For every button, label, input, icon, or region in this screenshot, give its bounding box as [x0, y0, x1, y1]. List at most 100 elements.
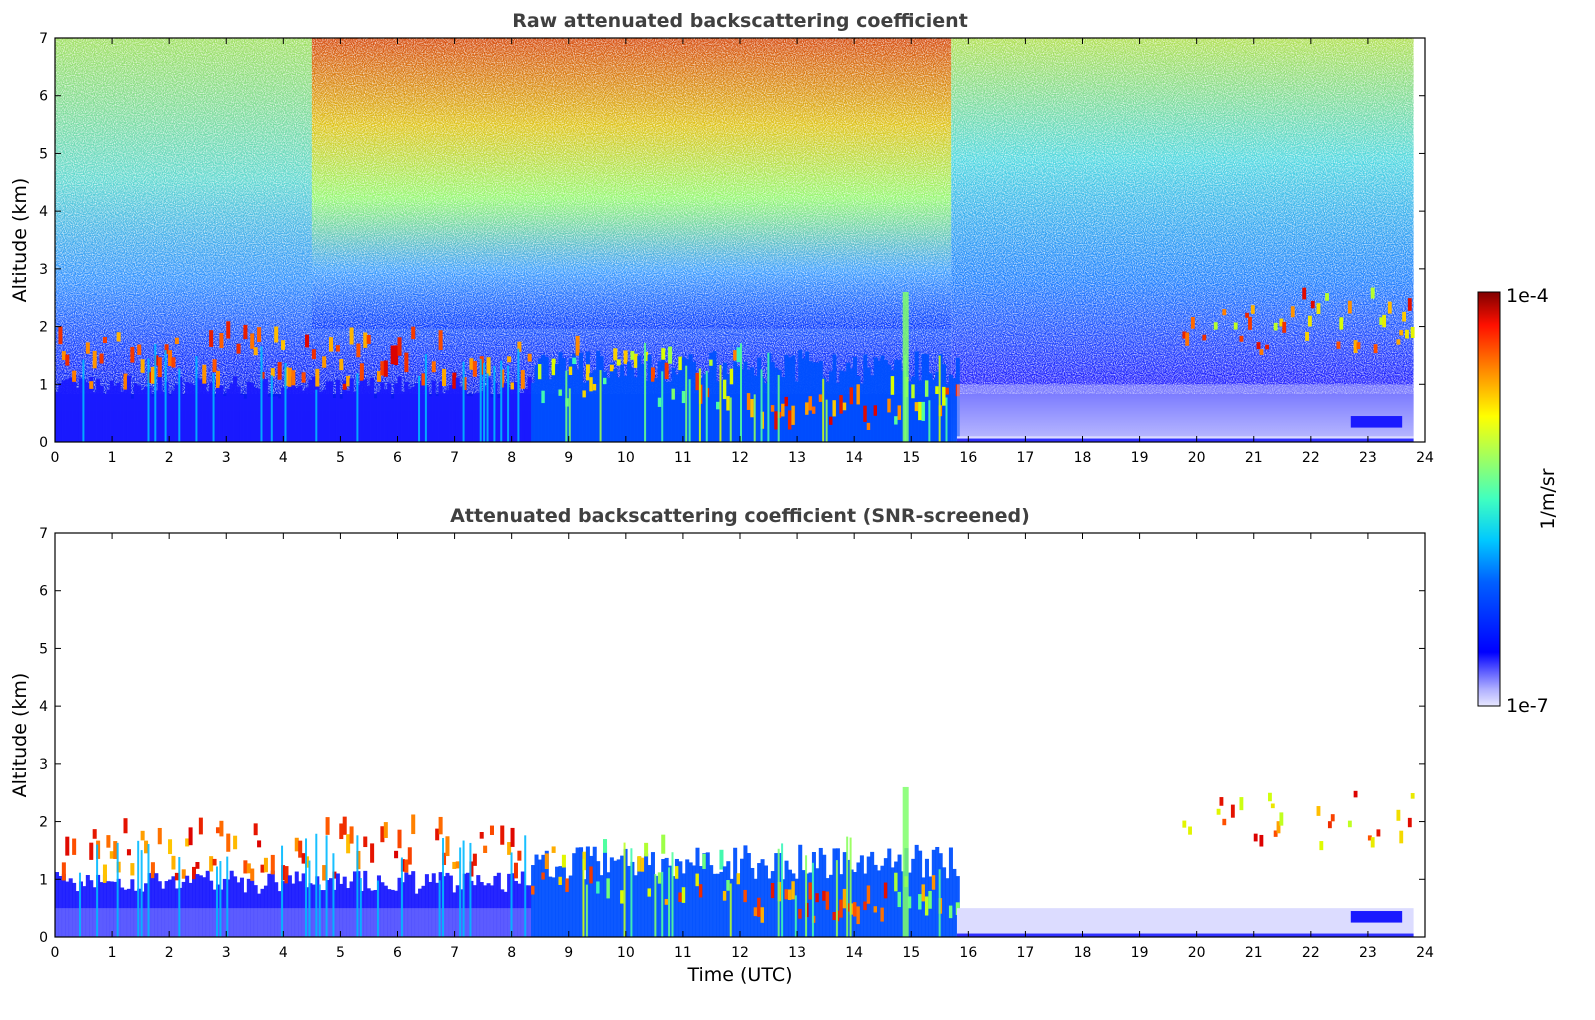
aerosol-cell	[281, 387, 286, 442]
cloud-cell	[452, 372, 457, 389]
cloud-cell	[1319, 841, 1324, 851]
cloud-cell	[551, 358, 556, 376]
plume-column	[500, 360, 503, 442]
aerosol-cell	[698, 378, 703, 442]
y-tick-label: 7	[39, 31, 48, 47]
cloud-cell	[397, 337, 402, 356]
aerosol-cell	[448, 908, 453, 937]
aerosol-cell	[846, 362, 851, 442]
aerosol-cell	[938, 853, 943, 937]
aerosol-cell	[555, 866, 560, 937]
cloud-cell	[123, 818, 128, 834]
aerosol-cell	[274, 396, 279, 442]
aerosol-cell	[414, 383, 419, 442]
plume-column	[459, 847, 462, 937]
cloud-cell	[339, 358, 344, 371]
aerosol-cell	[579, 847, 584, 937]
y-tick-label: 1	[39, 872, 48, 888]
plume-column	[483, 362, 486, 442]
aerosol-cell	[767, 353, 772, 442]
x-tick-label: 14	[845, 450, 863, 466]
aerosol-cell	[688, 862, 693, 937]
aerosol-cell	[246, 908, 251, 937]
aerosol-cell	[798, 349, 803, 442]
cloud-cell	[582, 851, 587, 871]
aerosol-cell	[308, 908, 313, 937]
cloud-cell	[935, 386, 940, 394]
cloud-cell	[558, 389, 563, 396]
aerosol-cell	[733, 847, 738, 937]
cloud-cell	[1407, 298, 1412, 311]
aerosol-cell	[805, 351, 810, 442]
aerosol-cell	[596, 350, 601, 442]
aerosol-cell	[459, 386, 464, 442]
cloud-cell	[918, 401, 923, 421]
aerosol-cell	[678, 369, 683, 442]
x-tick-label: 18	[1074, 450, 1092, 466]
aerosol-cell	[311, 376, 316, 442]
aerosol-cell	[205, 870, 210, 937]
aerosol-cell	[400, 908, 405, 937]
aerosol-cell	[561, 358, 566, 442]
cloud-cell	[671, 388, 676, 400]
cloud-cell	[1379, 317, 1384, 325]
aerosol-cell	[613, 860, 618, 937]
aerosol-cell	[709, 353, 714, 442]
aerosol-cell	[589, 855, 594, 937]
plume-column	[849, 837, 852, 937]
cloud-cell	[1185, 332, 1190, 346]
aerosol-cell	[116, 878, 121, 937]
cloud-cell	[733, 350, 738, 361]
aerosol-cell	[760, 859, 765, 937]
aerosol-cell	[507, 873, 512, 937]
cloud-cell	[835, 910, 840, 922]
cloud-cell	[709, 359, 714, 366]
cloud-cell	[1356, 342, 1361, 350]
plume-column	[147, 844, 150, 937]
aerosol-cell	[257, 908, 262, 937]
cloud-cell	[329, 337, 334, 352]
aerosol-cell	[476, 875, 481, 937]
aerosol-cell	[277, 908, 282, 937]
plume-column	[418, 375, 421, 442]
aerosol-cell	[911, 858, 916, 937]
aerosol-cell	[520, 908, 525, 937]
aerosol-cell	[702, 853, 707, 937]
aerosol-cell	[791, 873, 796, 937]
cloud-cell	[832, 400, 837, 417]
plume-column	[260, 346, 263, 442]
aerosol-cell	[72, 908, 77, 937]
cloud-cell	[394, 345, 399, 366]
aerosol-cell	[719, 379, 724, 442]
cloud-cell	[298, 840, 303, 858]
aerosol-cell	[541, 854, 546, 937]
cloud-cell	[1307, 315, 1312, 327]
cloud-cell	[787, 889, 792, 900]
aerosol-cell	[527, 908, 532, 937]
x-tick-label: 17	[1017, 450, 1035, 466]
aerosol-cell	[150, 908, 155, 937]
aerosol-cell	[531, 865, 536, 937]
aerosol-cell	[96, 874, 101, 937]
aerosol-cell	[493, 875, 498, 937]
cloud-cell	[664, 898, 669, 905]
aerosol-cell	[308, 379, 313, 442]
aerosol-cell	[702, 374, 707, 442]
plume-column	[822, 378, 825, 442]
cloud-cell	[109, 851, 114, 859]
aerosol-cell	[873, 864, 878, 937]
plume-column	[154, 344, 157, 442]
plume-column	[729, 883, 732, 937]
cloud-cell	[1316, 303, 1321, 314]
cloud-cell	[743, 889, 748, 903]
aerosol-cell	[685, 359, 690, 442]
aerosol-cell	[212, 908, 217, 937]
cloud-cell	[171, 855, 176, 870]
aerosol-cell	[462, 908, 467, 937]
aerosol-cell	[407, 388, 412, 442]
cloud-cell	[1402, 311, 1407, 322]
aerosol-cell	[599, 356, 604, 442]
cloud-cell	[1376, 829, 1381, 837]
cloud-cell	[411, 814, 416, 835]
cloud-cell	[281, 865, 286, 881]
